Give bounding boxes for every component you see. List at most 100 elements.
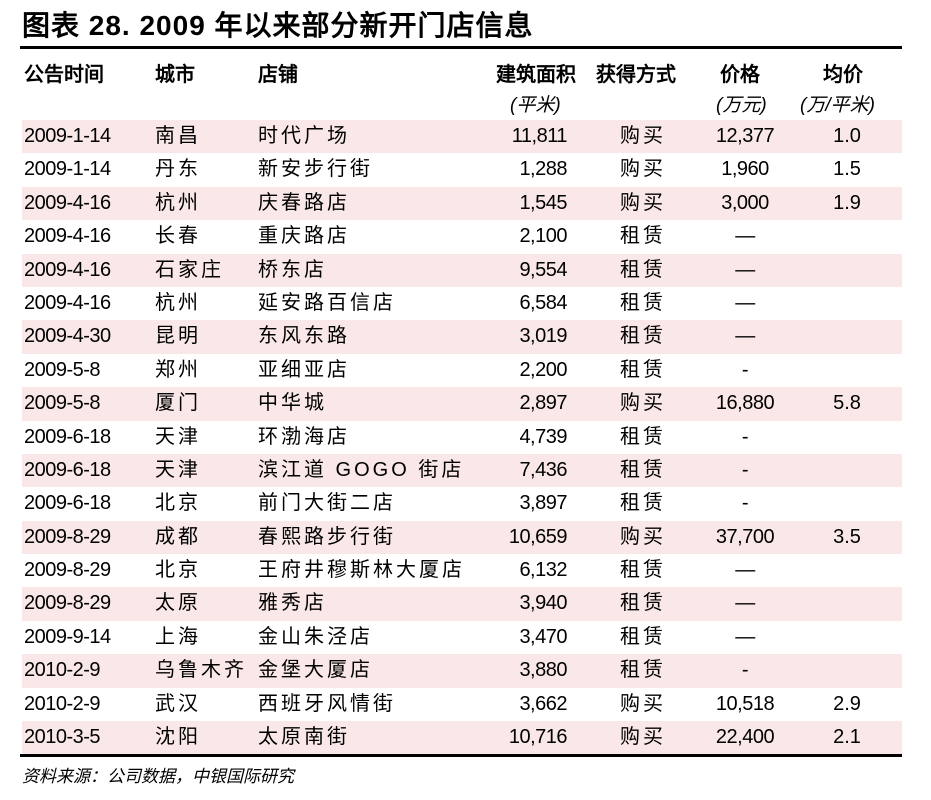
cell-store: 滨江道 GOGO 街店 <box>258 458 465 481</box>
cell-area: 3,940 <box>519 592 567 615</box>
cell-price: 3,000 <box>721 191 769 214</box>
cell-method: 租赁 <box>620 225 666 248</box>
cell-city: 石家庄 <box>155 258 224 281</box>
table-row: 2009-6-18 北京 前门大街二店 3,897 租赁 - <box>22 487 902 520</box>
cell-avg: 3.5 <box>833 525 861 548</box>
cell-area: 1,288 <box>519 158 567 181</box>
cell-price: 12,377 <box>715 125 775 147</box>
unit-avg: (万/平米) <box>800 95 875 116</box>
cell-store: 中华城 <box>258 392 327 415</box>
table-row: 2009-9-14 上海 金山朱泾店 3,470 租赁 — <box>22 621 902 654</box>
cell-area: 6,584 <box>519 291 567 314</box>
cell-price: - <box>741 425 749 448</box>
cell-area: 2,200 <box>519 358 567 381</box>
cell-method: 租赁 <box>620 659 666 682</box>
table-row: 2009-6-18 天津 滨江道 GOGO 街店 7,436 租赁 - <box>22 453 902 488</box>
cell-store: 东风东路 <box>258 325 350 348</box>
cell-date: 2009-4-30 <box>24 325 111 348</box>
cell-store: 环渤海店 <box>258 425 350 448</box>
cell-store: 雅秀店 <box>258 592 327 615</box>
cell-date: 2009-4-16 <box>24 258 111 281</box>
cell-city: 武汉 <box>155 692 201 715</box>
page-title: 图表 28. 2009 年以来部分新开门店信息 <box>22 10 534 41</box>
cell-avg: 5.8 <box>833 392 861 415</box>
cell-city: 北京 <box>155 559 201 582</box>
cell-city: 厦门 <box>155 392 201 415</box>
cell-store: 时代广场 <box>258 125 350 147</box>
table-row: 2009-8-29 北京 王府井穆斯林大厦店 6,132 租赁 — <box>22 554 902 587</box>
header-method: 获得方式 <box>596 64 676 86</box>
table-row: 2009-5-8 郑州 亚细亚店 2,200 租赁 - <box>22 354 902 387</box>
cell-city: 杭州 <box>155 191 201 214</box>
cell-method: 租赁 <box>620 492 666 515</box>
cell-method: 购买 <box>620 692 666 715</box>
table-row: 2009-4-16 石家庄 桥东店 9,554 租赁 — <box>22 253 902 287</box>
cell-avg: 1.0 <box>833 125 861 147</box>
cell-date: 2009-8-29 <box>24 592 111 615</box>
source-note: 资料来源：公司数据，中银国际研究 <box>22 767 294 786</box>
cell-city: 天津 <box>155 425 201 448</box>
cell-method: 租赁 <box>620 458 666 481</box>
cell-city: 天津 <box>155 458 201 481</box>
header-date: 公告时间 <box>24 64 104 86</box>
cell-method: 购买 <box>620 158 666 181</box>
cell-date: 2009-1-14 <box>24 125 111 147</box>
cell-price: 22,400 <box>715 726 775 749</box>
cell-price: — <box>735 592 755 615</box>
cell-avg: 1.5 <box>833 158 861 181</box>
cell-city: 北京 <box>155 492 201 515</box>
cell-avg: 2.9 <box>833 692 861 715</box>
cell-area: 10,716 <box>508 726 568 749</box>
store-table: 2009-1-14 南昌 时代广场 11,811 购买 12,377 1.0 2009-1-1… <box>22 120 902 755</box>
cell-area: 2,100 <box>519 225 567 248</box>
cell-area: 4,739 <box>519 425 567 448</box>
cell-avg: 2.1 <box>833 726 861 749</box>
table-row: 2009-8-29 成都 春熙路步行街 10,659 购买 37,700 3.5 <box>22 520 902 555</box>
cell-method: 租赁 <box>620 358 666 381</box>
cell-price: 37,700 <box>715 525 775 548</box>
cell-price: — <box>735 559 755 582</box>
cell-date: 2009-4-16 <box>24 291 111 314</box>
cell-date: 2010-2-9 <box>24 659 101 682</box>
header-price: 价格 <box>720 64 760 86</box>
table-row: 2009-5-8 厦门 中华城 2,897 购买 16,880 5.8 <box>22 387 902 421</box>
cell-city: 长春 <box>155 225 201 248</box>
cell-date: 2009-1-14 <box>24 158 111 181</box>
cell-city: 丹东 <box>155 158 201 181</box>
cell-date: 2009-6-18 <box>24 425 111 448</box>
cell-area: 11,811 <box>511 125 568 147</box>
cell-city: 沈阳 <box>155 726 201 749</box>
cell-city: 南昌 <box>155 125 201 147</box>
cell-city: 太原 <box>155 592 201 615</box>
cell-area: 2,897 <box>519 392 567 415</box>
cell-store: 重庆路店 <box>258 225 350 248</box>
cell-method: 购买 <box>620 525 666 548</box>
cell-price: - <box>741 492 749 515</box>
cell-area: 3,019 <box>519 325 567 348</box>
cell-area: 3,470 <box>519 625 567 648</box>
header-city: 城市 <box>155 64 195 86</box>
cell-store: 庆春路店 <box>258 191 350 214</box>
cell-price: - <box>741 358 749 381</box>
cell-date: 2010-3-5 <box>24 726 101 749</box>
table-row: 2009-1-14 丹东 新安步行街 1,288 购买 1,960 1.5 <box>22 153 902 186</box>
cell-area: 9,554 <box>519 258 567 281</box>
unit-price: (万元) <box>716 95 767 116</box>
cell-store: 前门大街二店 <box>258 492 396 515</box>
cell-date: 2009-6-18 <box>24 492 111 515</box>
cell-city: 杭州 <box>155 291 201 314</box>
cell-method: 租赁 <box>620 325 666 348</box>
cell-price: — <box>735 291 755 314</box>
cell-price: 10,518 <box>715 692 775 715</box>
cell-date: 2009-6-18 <box>24 458 111 481</box>
table-row: 2009-1-14 南昌 时代广场 11,811 购买 12,377 1.0 <box>22 120 902 154</box>
cell-store: 太原南街 <box>258 726 350 749</box>
cell-date: 2009-8-29 <box>24 559 111 582</box>
cell-price: — <box>735 325 755 348</box>
cell-date: 2009-5-8 <box>24 358 101 381</box>
cell-city: 昆明 <box>155 325 201 348</box>
cell-method: 购买 <box>620 125 666 147</box>
cell-date: 2009-4-16 <box>24 225 111 248</box>
cell-area: 6,132 <box>519 559 567 582</box>
cell-store: 桥东店 <box>258 258 327 281</box>
